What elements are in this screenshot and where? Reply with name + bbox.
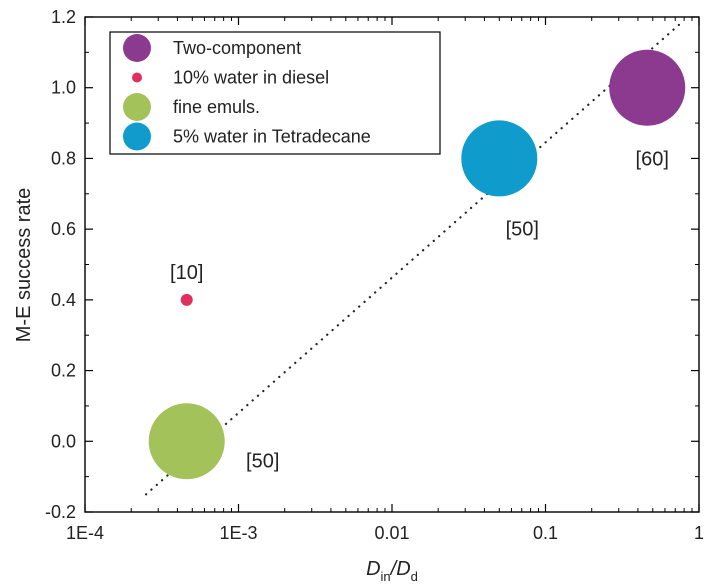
- legend-label: 5% water in Tetradecane: [173, 127, 371, 147]
- axis-ticks: 1E-4 1E-3 0.01 0.1 1 -0.2 0.0 0.2 0.4 0.6 0.8 1.0 1.…: [45, 7, 704, 543]
- legend-label: fine emuls.: [173, 97, 260, 117]
- legend-label: 10% water in diesel: [173, 68, 329, 88]
- y-tick-label: 1.2: [51, 7, 76, 27]
- x-tick-label: 1E-3: [219, 523, 257, 543]
- plot-frame: [84, 16, 700, 513]
- legend-box: [109, 31, 441, 155]
- point-annotation: [50]: [506, 218, 539, 240]
- data-point: [609, 49, 686, 126]
- y-tick-label: 1.0: [51, 78, 76, 98]
- trendline-layer: [144, 22, 681, 496]
- y-tick-label: 0.4: [51, 290, 76, 310]
- x-tick-label: 0.01: [374, 523, 409, 543]
- annotations: [60] [10] [50] [50]: [170, 149, 669, 473]
- point-annotation: [50]: [246, 450, 279, 472]
- legend-label: Two-component: [173, 38, 301, 58]
- x-tick-label: 1E-4: [66, 523, 104, 543]
- trendline: [144, 22, 681, 496]
- point-annotation: [60]: [636, 149, 669, 171]
- x-axis-label: Din/Dd: [366, 558, 418, 584]
- y-tick-label: 0.2: [51, 361, 76, 381]
- legend-swatch: [123, 93, 151, 121]
- data-point: [461, 120, 538, 197]
- y-tick-label: -0.2: [45, 502, 76, 522]
- legend: Two-component 10% water in diesel fine emu…: [109, 31, 441, 155]
- x-tick-label: 1: [694, 523, 704, 543]
- legend-swatch: [123, 122, 151, 151]
- legend-swatch: [132, 72, 142, 83]
- x-tick-label: 0.1: [533, 523, 558, 543]
- data-point: [180, 293, 193, 306]
- point-annotation: [10]: [170, 262, 203, 284]
- y-axis-label: M-E success rate: [13, 188, 35, 342]
- y-tick-label: 0.0: [51, 431, 76, 451]
- data-point: [148, 403, 225, 480]
- y-tick-label: 0.8: [51, 148, 76, 168]
- y-tick-label: 0.6: [51, 219, 76, 239]
- legend-swatch: [123, 34, 151, 62]
- data-points: [148, 49, 686, 480]
